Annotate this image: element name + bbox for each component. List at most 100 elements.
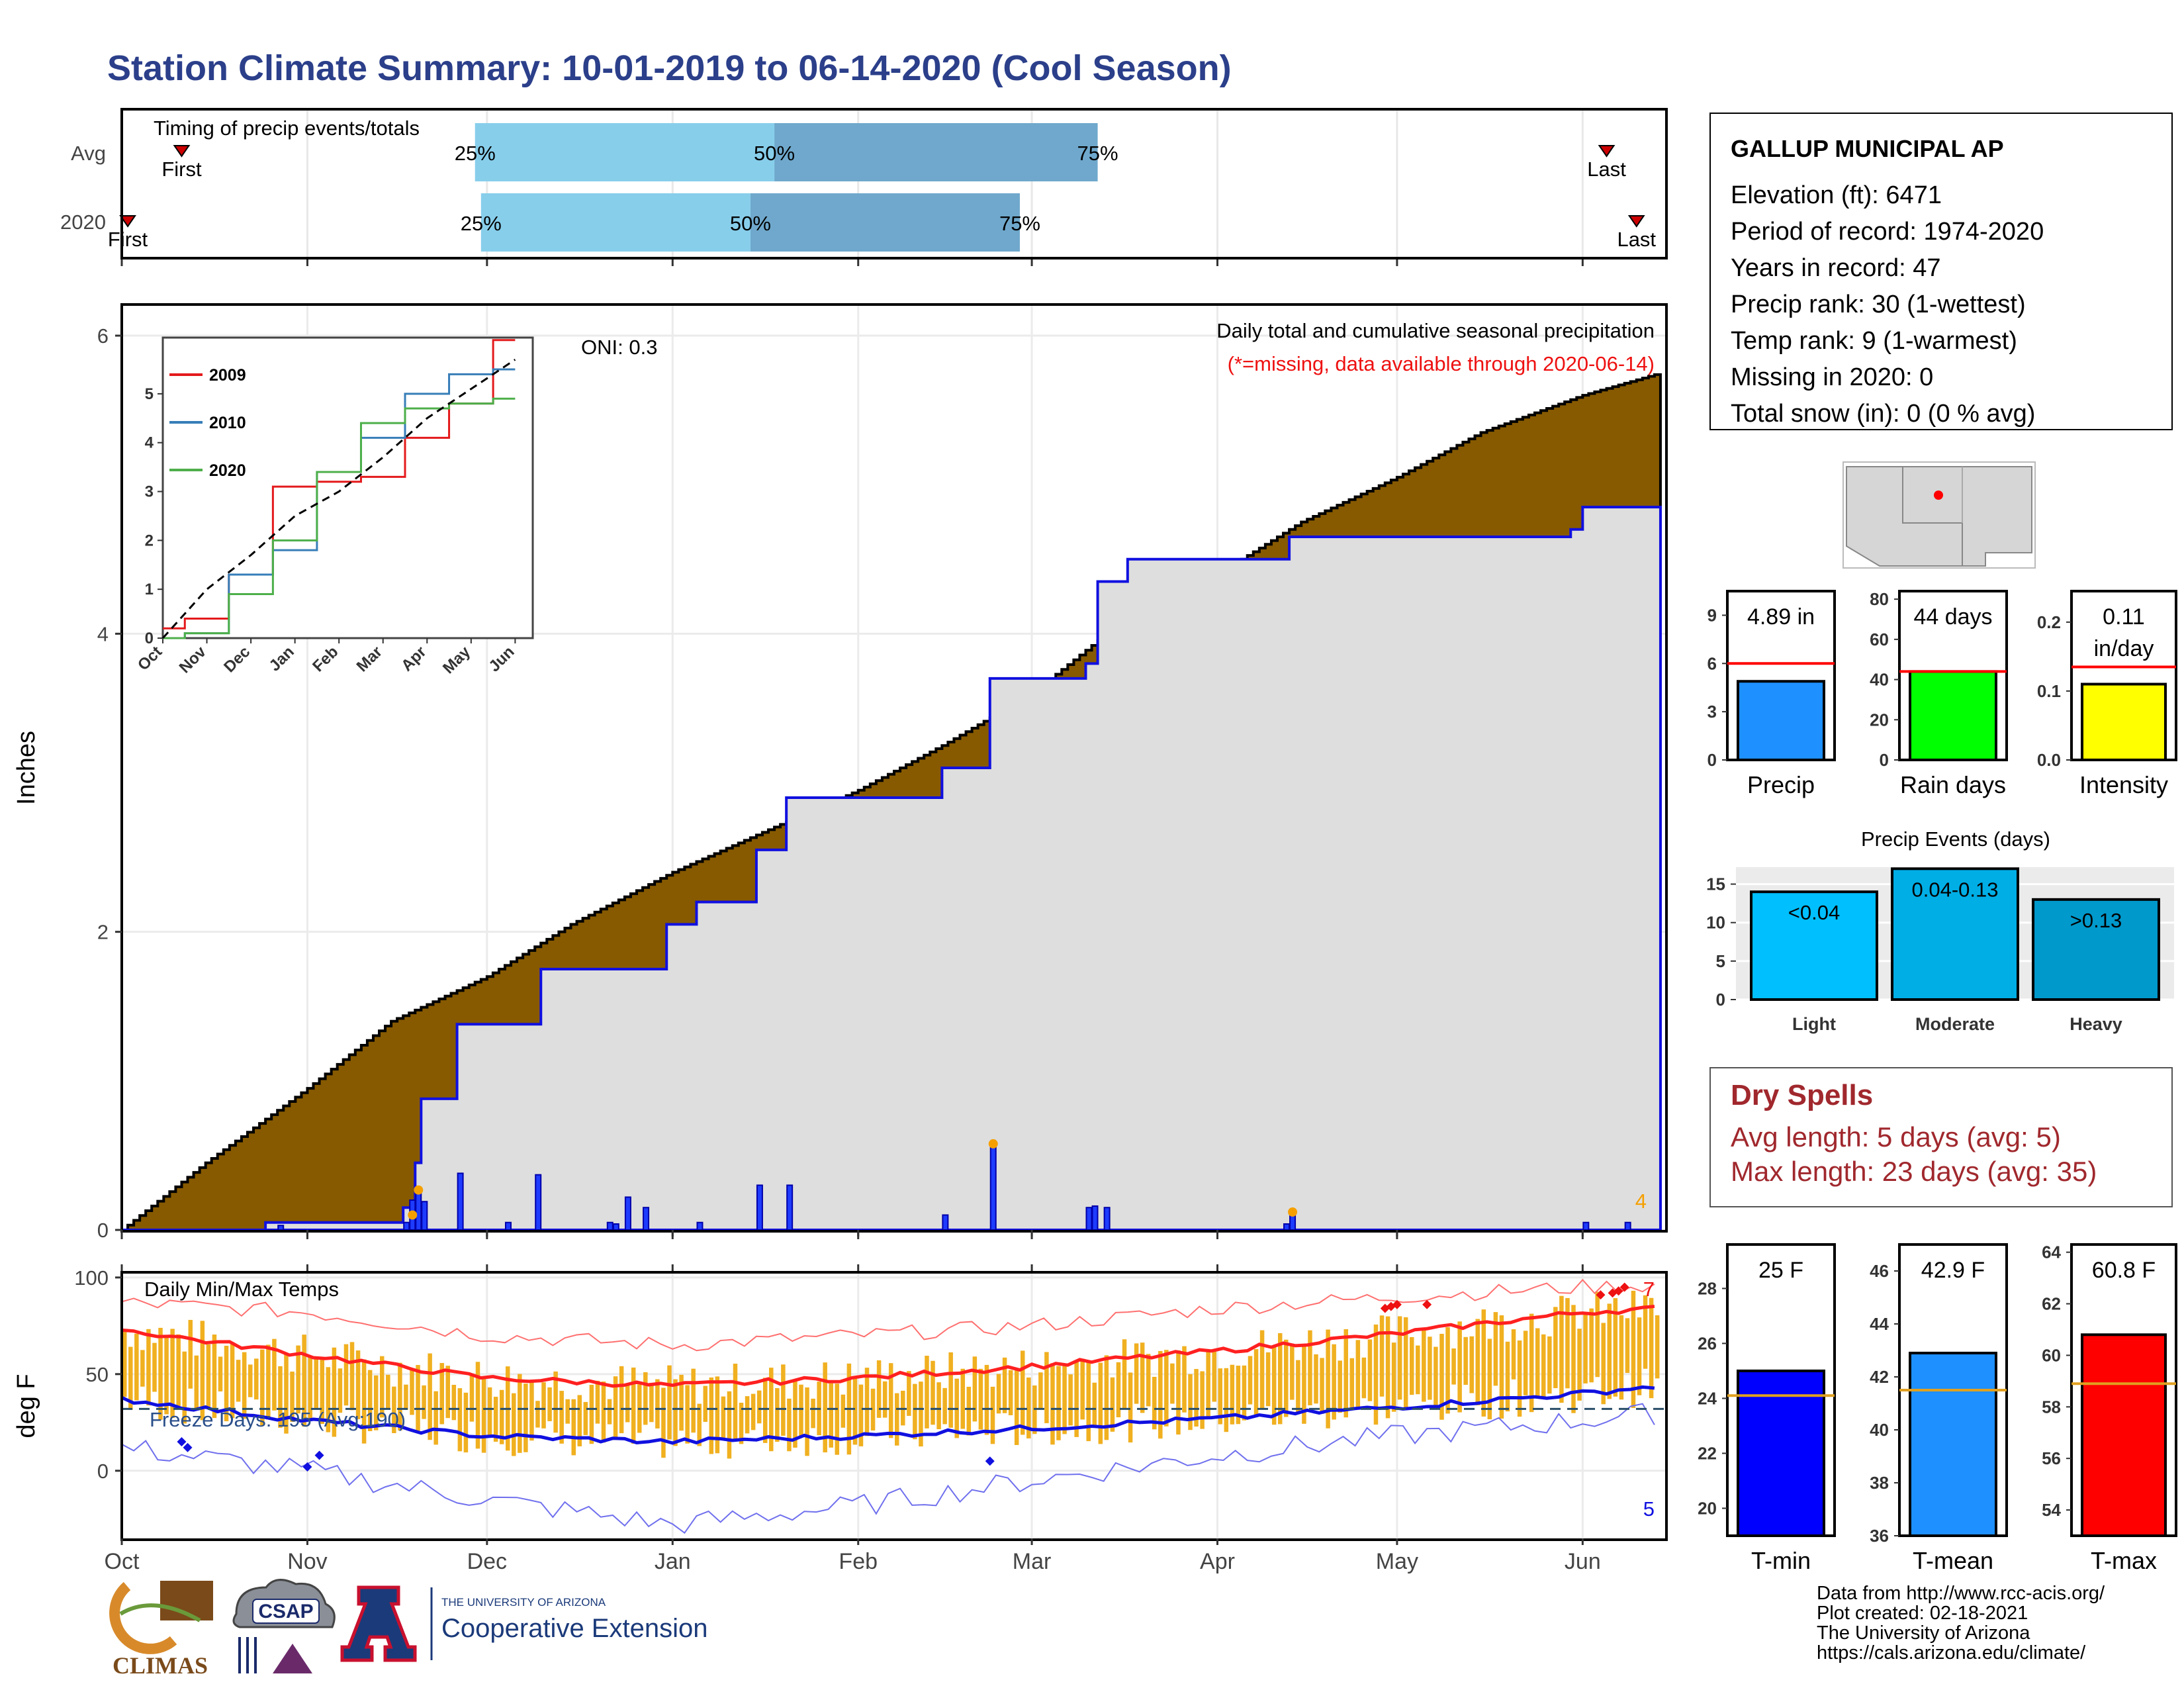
- events-tick-label: 10: [1706, 913, 1725, 933]
- daily-temp-bar: [1589, 1308, 1594, 1383]
- daily-temp-bar: [972, 1356, 978, 1422]
- footer-line: The University of Arizona: [1817, 1622, 2030, 1644]
- daily-temp-bar: [888, 1363, 893, 1438]
- snow-marker: [1288, 1207, 1298, 1217]
- daily-precip-bar: [421, 1201, 428, 1231]
- temp-y-axis-label: deg F: [13, 1374, 40, 1438]
- daily-temp-bar: [1308, 1330, 1312, 1405]
- events-bar-label: 0.04-0.13: [1912, 878, 1999, 901]
- daily-temp-bar: [913, 1383, 917, 1440]
- daily-temp-bar: [931, 1360, 935, 1425]
- daily-temp-bar: [367, 1370, 373, 1432]
- temp-y-tick-label: 100: [74, 1266, 109, 1289]
- daily-temp-bar: [756, 1390, 762, 1424]
- daily-temp-bar: [852, 1376, 858, 1445]
- temp-caption: Daily Min/Max Temps: [144, 1278, 339, 1301]
- daily-temp-bar: [631, 1367, 636, 1444]
- timing-label-p75: 75%: [999, 212, 1040, 235]
- daily-temp-bar: [398, 1362, 402, 1431]
- csap-wordmark: CSAP: [258, 1601, 313, 1622]
- daily-temp-bar: [1338, 1360, 1342, 1413]
- station-info-box: GALLUP MUNICIPAL AP Elevation (ft): 6471…: [1709, 113, 2173, 430]
- daily-temp-bar: [1092, 1382, 1097, 1426]
- t-mean-summary-value-label: 42.9 F: [1921, 1258, 1985, 1283]
- daily-temp-bar: [523, 1383, 528, 1452]
- daily-temp-bar: [595, 1380, 600, 1424]
- daily-temp-bar: [248, 1364, 253, 1397]
- daily-temp-bar: [518, 1374, 522, 1453]
- temp-frame: [120, 1271, 1668, 1541]
- intensity-summary-value-label: 0.11: [2103, 604, 2145, 630]
- daily-temp-bar: [1349, 1358, 1355, 1411]
- daily-temp-bar: [685, 1385, 690, 1444]
- daily-temp-bar: [1164, 1350, 1169, 1427]
- ua-big-text: Cooperative Extension: [441, 1614, 707, 1643]
- daily-temp-bar: [1428, 1336, 1432, 1400]
- daily-temp-bar: [1271, 1347, 1277, 1425]
- daily-temp-bar: [373, 1375, 379, 1430]
- daily-temp-bar: [541, 1382, 546, 1429]
- daily-temp-bar: [1499, 1315, 1504, 1419]
- daily-temp-bar: [529, 1380, 534, 1441]
- daily-temp-bar: [493, 1397, 498, 1442]
- daily-temp-bar: [643, 1372, 648, 1425]
- temp-max-count: 7: [1643, 1278, 1655, 1301]
- inset-y-tick-label: 1: [145, 581, 154, 598]
- daily-precip-bar: [1103, 1207, 1111, 1231]
- daily-temp-bar: [942, 1387, 947, 1425]
- daily-temp-bar: [1134, 1343, 1139, 1404]
- record-high-marker: [1619, 1282, 1629, 1292]
- daily-temp-bar: [1302, 1346, 1306, 1424]
- csap-logo: CSAP: [232, 1579, 336, 1673]
- timing-bar-25-50: [475, 123, 775, 181]
- daily-precip-bar: [1091, 1205, 1099, 1231]
- rain-days-summary-tick-label: 80: [1870, 589, 1889, 609]
- daily-temp-bar: [996, 1374, 1001, 1414]
- daily-temp-bar: [1445, 1327, 1450, 1414]
- daily-temp-bar: [762, 1378, 768, 1443]
- daily-temp-bar: [1326, 1329, 1330, 1429]
- station-location-dot: [1934, 491, 1943, 500]
- precip-summary-bar: [1737, 680, 1825, 761]
- t-mean-summary-tick-label: 42: [1870, 1367, 1889, 1387]
- precip-missing-note: (*=missing, data available through 2020-…: [1228, 352, 1655, 375]
- timing-label-p25: 25%: [461, 212, 502, 235]
- inset-legend-label: 2020: [209, 461, 246, 480]
- daily-temp-bar: [727, 1391, 732, 1459]
- precip-summary-tick-label: 9: [1707, 605, 1717, 625]
- daily-temp-bar: [978, 1368, 983, 1430]
- footer-line: https://cals.arizona.edu/climate/: [1817, 1642, 2086, 1664]
- daily-temp-bar: [422, 1385, 426, 1419]
- month-tick-label: Nov: [287, 1549, 327, 1574]
- daily-temp-bar: [266, 1344, 271, 1420]
- daily-temp-bar: [512, 1393, 516, 1456]
- record-low-marker: [183, 1442, 193, 1452]
- daily-temp-bar: [721, 1396, 726, 1440]
- daily-temp-bar: [1320, 1358, 1324, 1414]
- daily-temp-bar: [182, 1351, 187, 1424]
- rain-days-summary-value-label: 44 days: [1913, 604, 1992, 630]
- daily-temp-bar: [254, 1358, 259, 1400]
- daily-temp-bar: [290, 1372, 295, 1422]
- daily-precip-bar: [696, 1221, 704, 1231]
- daily-temp-bar: [583, 1401, 588, 1435]
- daily-temp-bar: [1182, 1346, 1187, 1413]
- daily-temp-bar: [1583, 1312, 1588, 1383]
- daily-temp-bar: [1410, 1336, 1414, 1395]
- daily-temp-bar: [1385, 1316, 1390, 1419]
- t-min-summary-title: T-min: [1751, 1547, 1811, 1574]
- t-mean-summary-tick-label: 46: [1870, 1261, 1889, 1281]
- daily-temp-bar: [715, 1376, 720, 1454]
- inset-x-tick-label: Nov: [176, 643, 210, 677]
- daily-temp-bar: [559, 1391, 564, 1444]
- daily-temp-bar: [870, 1388, 876, 1430]
- daily-temp-bar: [655, 1379, 660, 1429]
- inset-chart: Oct Nov Dec Jan Feb Mar Apr May Jun 0 1 2 3 4 5 2009 201…: [134, 336, 534, 677]
- events-bar-light: [1750, 890, 1878, 1002]
- t-min-summary-tick-label: 26: [1698, 1333, 1717, 1353]
- daily-temp-bar: [799, 1384, 803, 1438]
- daily-temp-bar: [984, 1364, 989, 1435]
- daily-precip-bar: [643, 1207, 650, 1231]
- daily-temp-bar: [1002, 1357, 1007, 1413]
